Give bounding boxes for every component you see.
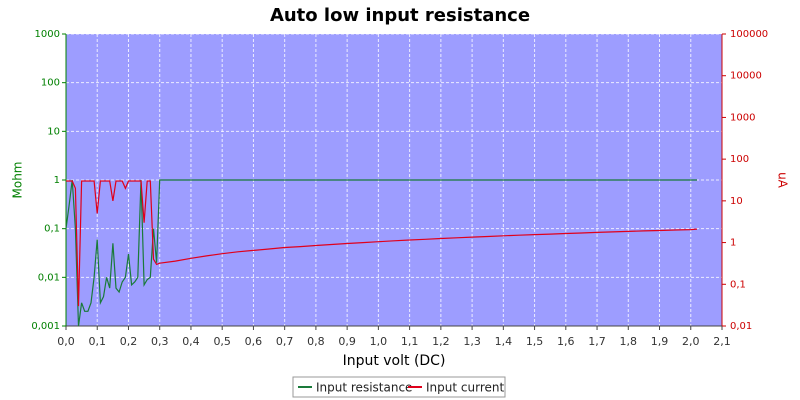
y2-tick-label: 10000: [730, 71, 762, 82]
x-tick-label: 0,4: [182, 335, 200, 348]
y2-tick-label: 100000: [730, 29, 768, 40]
x-tick-label: 0,8: [307, 335, 325, 348]
y-tick-label: 1000: [35, 29, 60, 40]
x-tick-label: 1,5: [526, 335, 544, 348]
x-axis-label: Input volt (DC): [343, 353, 446, 369]
y-tick-label: 0,1: [44, 224, 60, 235]
x-tick-label: 1,1: [401, 335, 419, 348]
x-tick-label: 1,0: [370, 335, 388, 348]
y-tick-label: 0,001: [31, 321, 60, 332]
x-tick-label: 1,6: [557, 335, 575, 348]
x-tick-label: 1,7: [588, 335, 606, 348]
x-tick-label: 0,9: [338, 335, 356, 348]
legend-label: Input resistance: [316, 381, 412, 395]
x-tick-label: 0,0: [57, 335, 75, 348]
x-tick-label: 0,2: [120, 335, 138, 348]
x-tick-label: 1,2: [432, 335, 450, 348]
x-tick-label: 1,8: [620, 335, 638, 348]
x-tick-label: 1,9: [651, 335, 669, 348]
y-tick-label: 100: [41, 78, 60, 89]
y2-tick-label: 10: [730, 196, 743, 207]
x-tick-label: 0,6: [245, 335, 263, 348]
x-tick-label: 0,5: [213, 335, 231, 348]
x-tick-label: 2,0: [682, 335, 700, 348]
series-line: [66, 180, 698, 307]
x-tick-label: 0,7: [276, 335, 294, 348]
y2-tick-label: 1000: [730, 112, 755, 123]
y-tick-label: 0,01: [38, 272, 60, 283]
legend-label: Input current: [426, 381, 504, 395]
y2-tick-label: 0,1: [730, 279, 746, 290]
y-axis-label: Mohm: [11, 162, 25, 199]
x-tick-label: 2,1: [713, 335, 731, 348]
chart-title: Auto low input resistance: [270, 5, 530, 26]
x-tick-label: 1,3: [463, 335, 481, 348]
y-tick-label: 1: [54, 175, 60, 186]
x-tick-label: 0,3: [151, 335, 169, 348]
legend: [292, 376, 506, 398]
x-tick-label: 1,4: [495, 335, 513, 348]
y2-axis-label: uA: [776, 172, 790, 189]
x-tick-label: 0,1: [88, 335, 106, 348]
y2-tick-label: 100: [730, 154, 749, 165]
y2-tick-label: 0,01: [730, 321, 752, 332]
y-tick-label: 10: [47, 126, 60, 137]
series-line: [65, 179, 697, 327]
y2-tick-label: 1: [730, 238, 736, 249]
